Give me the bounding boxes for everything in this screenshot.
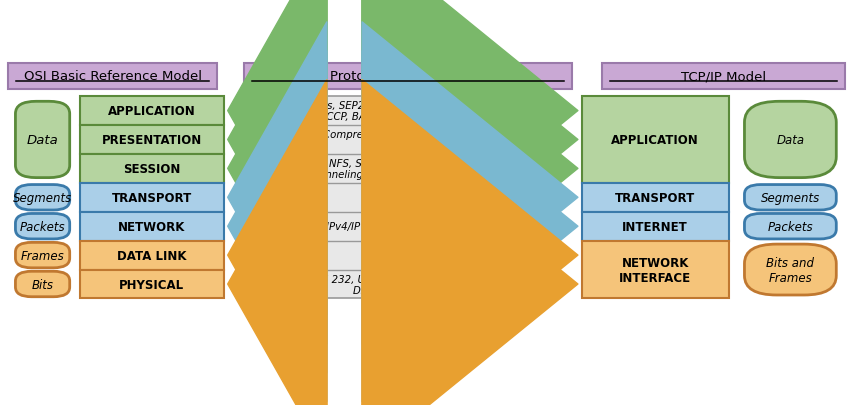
Text: DATA LINK: DATA LINK [117, 249, 187, 262]
Bar [80, 155, 224, 183]
Bar [80, 241, 224, 270]
Text: Bits: Bits [31, 278, 54, 291]
Text: Protocols in Each Layer: Protocols in Each Layer [331, 70, 485, 83]
Text: OSI Basic Reference Model: OSI Basic Reference Model [24, 70, 201, 83]
Text: RS 232, UTP cables (CAT 5, 6),
DSL, Optic fiber: RS 232, UTP cables (CAT 5, 6), DSL, Opti… [315, 273, 470, 295]
FancyBboxPatch shape [15, 102, 70, 178]
Text: Data: Data [26, 134, 59, 147]
Text: TCP/IP Model: TCP/IP Model [681, 70, 766, 83]
Text: Packets: Packets [768, 220, 813, 233]
Text: APPLICATION: APPLICATION [108, 105, 196, 118]
Bar [244, 64, 572, 90]
FancyBboxPatch shape [15, 214, 70, 239]
FancyBboxPatch shape [745, 102, 836, 178]
Text: Compression an encryption
protocols: Compression an encryption protocols [323, 129, 462, 151]
FancyBboxPatch shape [745, 245, 836, 295]
Text: SESSION: SESSION [123, 162, 180, 175]
Bar [581, 183, 728, 212]
Bar [80, 212, 224, 241]
Bar [239, 97, 547, 299]
Text: PRESENTATION: PRESENTATION [102, 134, 202, 147]
FancyBboxPatch shape [15, 272, 70, 297]
Text: TRANSPORT: TRANSPORT [111, 191, 192, 204]
FancyBboxPatch shape [15, 243, 70, 268]
Text: Segments: Segments [761, 191, 820, 204]
Bar [80, 270, 224, 299]
Text: INTERNET: INTERNET [622, 220, 688, 233]
Text: APPLICATION: APPLICATION [611, 134, 699, 147]
Bar [80, 126, 224, 155]
Bar [581, 241, 728, 299]
FancyBboxPatch shape [15, 185, 70, 211]
Text: TCP, UDP: TCP, UDP [370, 193, 416, 203]
Bar [581, 212, 728, 241]
FancyBboxPatch shape [745, 185, 836, 211]
Text: PHYSICAL: PHYSICAL [119, 278, 184, 291]
Bar [80, 183, 224, 212]
Text: Frames: Frames [20, 249, 65, 262]
Bar [8, 64, 217, 90]
Text: Packets: Packets [20, 220, 65, 233]
Text: NFS, SQL, SMB, RPC, P2P
tunneling, SCP, SDP, SIP, H.323: NFS, SQL, SMB, RPC, P2P tunneling, SCP, … [315, 158, 471, 180]
Text: TRANSPORT: TRANSPORT [615, 191, 695, 204]
Text: Ethernet: Ethernet [371, 250, 415, 260]
FancyBboxPatch shape [745, 214, 836, 239]
Bar [80, 97, 224, 126]
Bar [602, 64, 845, 90]
Text: Bits and
Frames: Bits and Frames [767, 256, 814, 284]
Text: Data: Data [776, 134, 804, 147]
Text: IPv4/IPv6, ARP, IGMP, ICMP: IPv4/IPv6, ARP, IGMP, ICMP [326, 222, 460, 232]
Bar [581, 97, 728, 183]
Text: Modbus, SEP2, DNP3, HTTP, IEC 61850,
CIM, ICCP, BACnet, OpenADR, GOOSE: Modbus, SEP2, DNP3, HTTP, IEC 61850, CIM… [293, 100, 492, 122]
Text: NETWORK: NETWORK [118, 220, 185, 233]
Text: Segments: Segments [13, 191, 72, 204]
Text: NETWORK
INTERFACE: NETWORK INTERFACE [619, 256, 691, 284]
